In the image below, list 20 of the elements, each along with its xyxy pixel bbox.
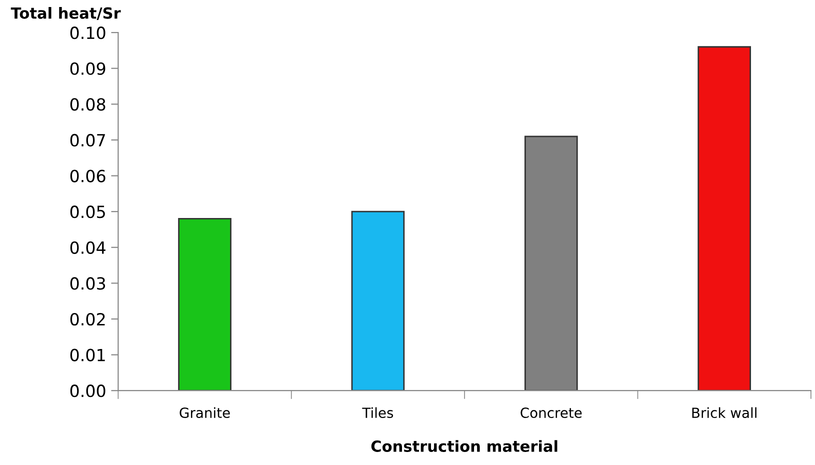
y-tick-label: 0.10 <box>70 26 106 40</box>
y-tick-label: 0.08 <box>70 98 106 111</box>
y-tick-label: 0.06 <box>70 170 106 182</box>
y-tick-label: 0.02 <box>70 312 105 326</box>
y-tick-label: 0.03 <box>70 277 106 290</box>
y-tick-label: 0.05 <box>70 206 105 218</box>
x-tick-label: Granite <box>180 407 230 418</box>
y-tick-label: 0.09 <box>70 62 106 75</box>
x-axis-title: Construction material <box>371 440 558 452</box>
x-tick-label: Tiles <box>362 407 394 418</box>
y-tick-label: 0.04 <box>70 241 106 254</box>
x-tick-label: Brick wall <box>692 407 756 418</box>
y-tick-label: 0.07 <box>70 134 105 147</box>
bar <box>178 218 232 391</box>
bar <box>351 210 405 391</box>
y-tick-label: 0.00 <box>70 384 106 398</box>
y-axis-title: Total heat/Sr <box>10 7 121 20</box>
y-tick-label: 0.01 <box>70 348 105 362</box>
bar <box>698 46 752 391</box>
x-tick-label: Concrete <box>520 408 582 418</box>
